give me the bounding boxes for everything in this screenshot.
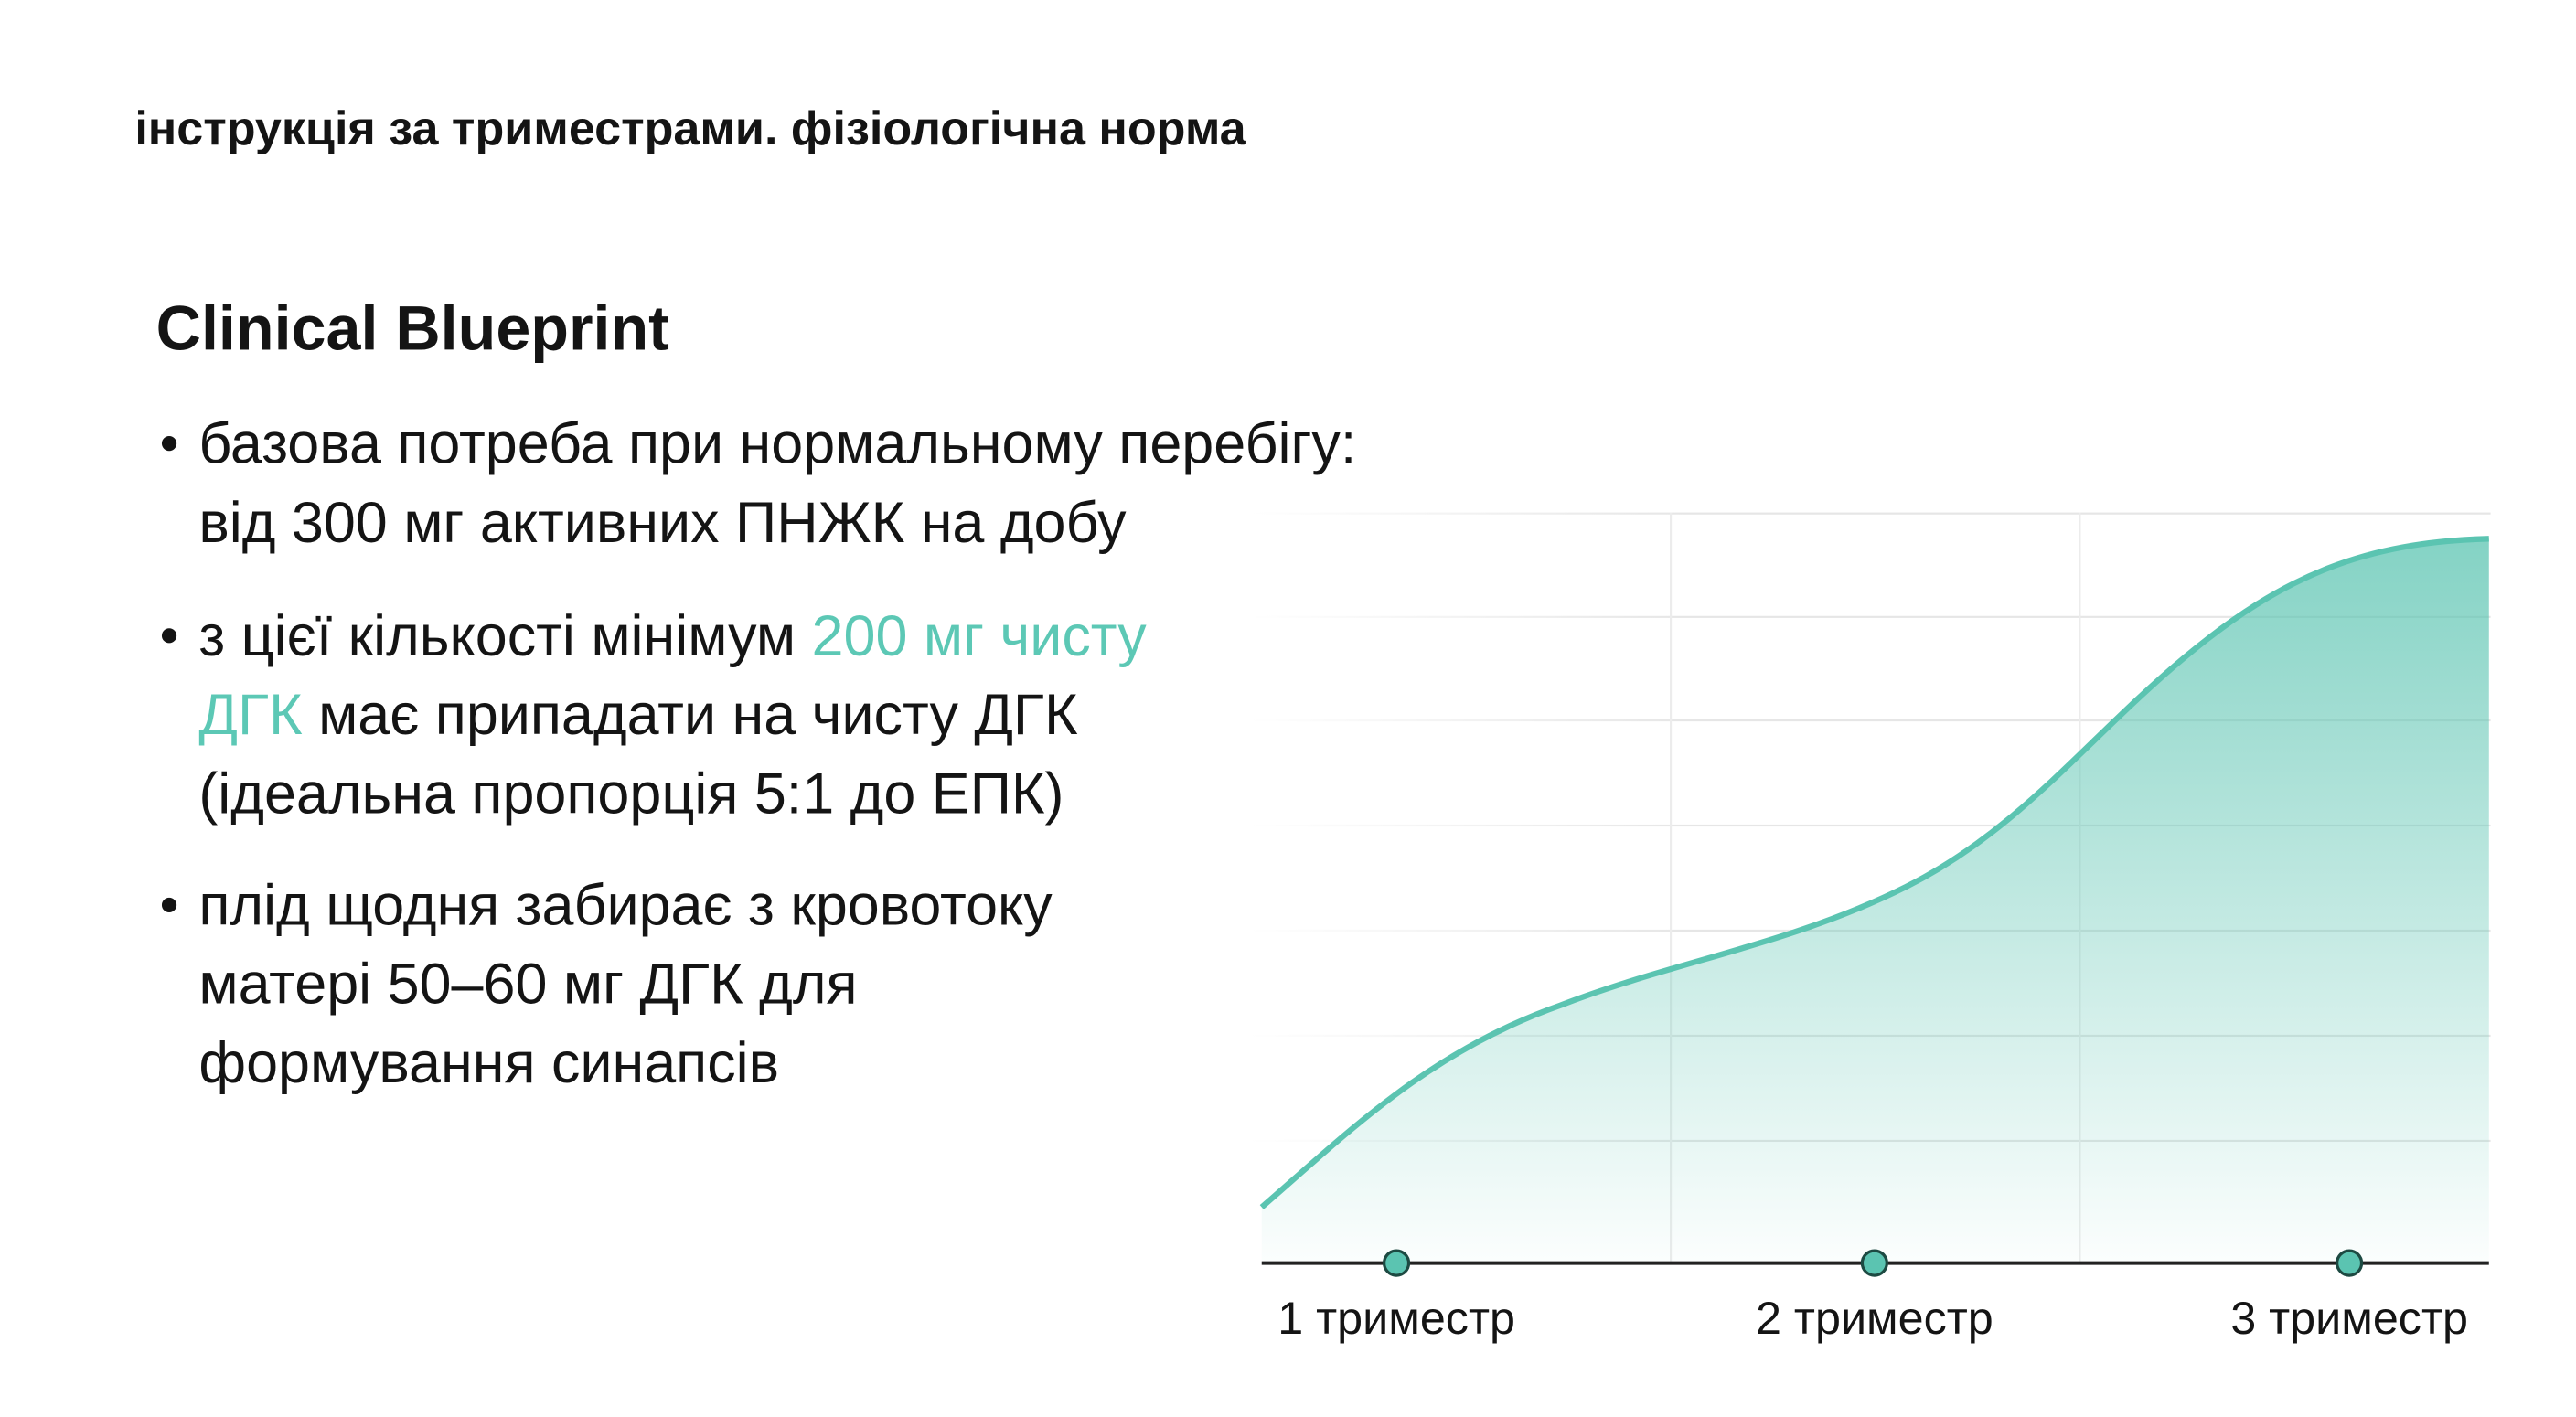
milestone-dot xyxy=(2335,1249,2364,1277)
bullet-line: з цієї кількості мінімум 200 мг чисту xyxy=(198,604,1147,668)
curve-area xyxy=(1261,538,2489,1263)
bullet-dot xyxy=(161,897,177,913)
text-segment: від 300 мг активних ПНЖК на добу xyxy=(198,491,1127,555)
bullet-line: (ідеальна пропорція 5:1 до ЕПК) xyxy=(198,762,1064,826)
bullet-line: матері 50–60 мг ДГК для xyxy=(198,953,857,1017)
text-segment: плід щодня забирає з кровотоку xyxy=(198,874,1053,938)
milestone-label: 2 триместр xyxy=(1756,1292,1993,1344)
milestone-label: 1 триместр xyxy=(1277,1292,1515,1344)
milestones: 1 триместр 2 триместр 3 триместр xyxy=(1277,1249,2468,1344)
bullet-line: ДГК має припадати на чисту ДГК xyxy=(198,683,1078,747)
header-title: інструкція за триместрами. фізіологічна … xyxy=(134,102,1246,155)
milestone-dot xyxy=(1382,1249,1411,1277)
bullet-line: формування синапсів xyxy=(198,1031,779,1095)
text-segment: 200 мг чисту xyxy=(812,604,1148,668)
milestone-label: 3 триместр xyxy=(2230,1292,2468,1344)
milestone-dot xyxy=(1860,1249,1888,1277)
bullet-list: базова потреба при нормальному перебігу:… xyxy=(161,412,1356,1095)
text-segment: з цієї кількості мінімум xyxy=(198,604,811,668)
text-segment: матері 50–60 мг ДГК для xyxy=(198,953,857,1017)
bullet-dot xyxy=(161,628,177,644)
text-segment: має припадати на чисту ДГК xyxy=(303,683,1078,747)
section-title: Clinical Blueprint xyxy=(156,294,669,364)
bullet-line: плід щодня забирає з кровотоку xyxy=(198,874,1053,938)
curve xyxy=(1259,536,2489,1209)
text-segment: (ідеальна пропорція 5:1 до ЕПК) xyxy=(198,762,1064,826)
text-segment: формування синапсів xyxy=(198,1031,779,1095)
text-segment: базова потреба при нормальному перебігу: xyxy=(198,412,1356,476)
bullet-dot xyxy=(161,436,177,452)
bullet-line: базова потреба при нормальному перебігу: xyxy=(198,412,1356,476)
text-segment: ДГК xyxy=(198,683,303,747)
bullet-line: від 300 мг активних ПНЖК на добу xyxy=(198,491,1127,555)
